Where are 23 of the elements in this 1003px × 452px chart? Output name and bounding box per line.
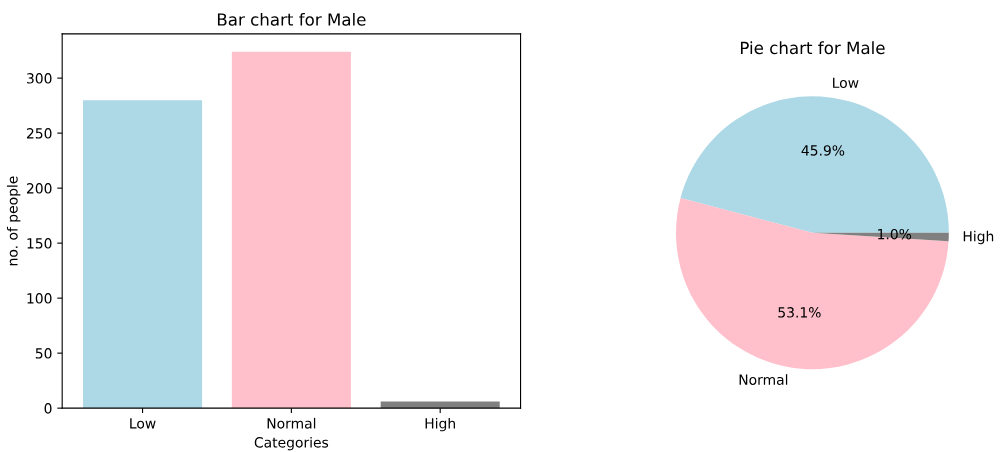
y-tick-label: 200 (26, 183, 52, 194)
data-label: 45.9% (801, 145, 845, 156)
y-axis-title: no. of people (6, 176, 21, 266)
chart-title: Pie chart for Male (740, 41, 885, 55)
bar (380, 401, 500, 409)
y-tick-label: 0 (44, 403, 52, 414)
chart-title: Bar chart for Male (217, 12, 366, 26)
slice-label: Normal (739, 374, 788, 385)
y-tick-label: 50 (35, 348, 52, 359)
x-tick-label: Low (130, 418, 156, 429)
slice-label: Low (833, 77, 859, 88)
x-tick-label: High (425, 417, 455, 432)
data-label: 53.1% (778, 307, 821, 318)
pie-slice (676, 198, 949, 370)
x-axis-title: Categories (254, 436, 329, 451)
y-tick-label: 100 (27, 293, 52, 304)
x-tick-label: Normal (267, 417, 316, 429)
bar (83, 100, 203, 409)
y-tick-label: 250 (26, 128, 52, 139)
slice-label: High (963, 230, 994, 245)
y-tick-label: 150 (27, 238, 52, 249)
y-tick-label: 300 (27, 73, 52, 84)
bar (231, 51, 351, 409)
